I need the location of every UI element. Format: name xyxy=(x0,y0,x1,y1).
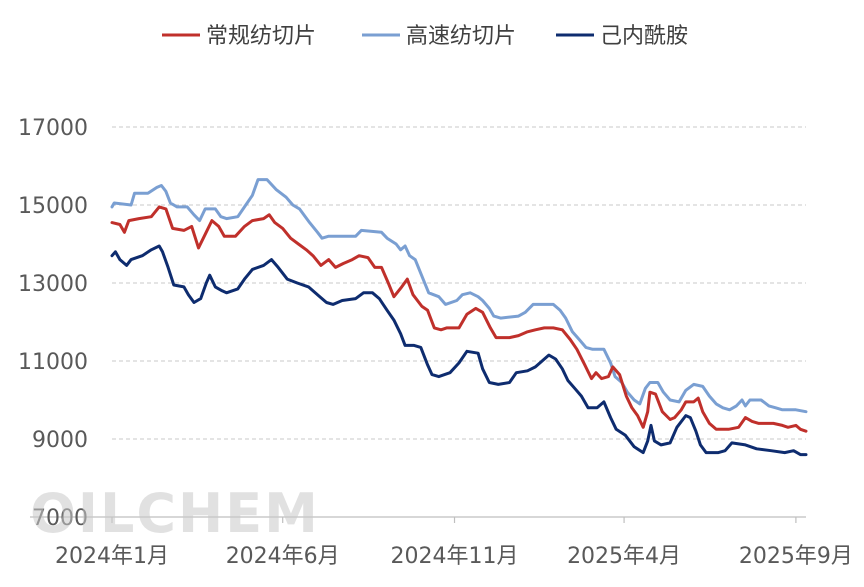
gridlines xyxy=(112,126,806,440)
x-tick-label: 2025年4月 xyxy=(567,544,681,569)
x-tick-label: 2024年11月 xyxy=(391,544,519,569)
y-tick-label: 17000 xyxy=(18,116,88,141)
legend-label-2: 己内酰胺 xyxy=(600,24,688,49)
y-tick-label: 9000 xyxy=(32,428,88,453)
x-axis xyxy=(30,516,806,523)
x-axis-tick-labels: 2024年1月 2024年6月 2024年11月 2025年4月 2025年9月 xyxy=(55,544,853,569)
x-tick-label: 2024年1月 xyxy=(55,544,169,569)
series-line-0 xyxy=(110,205,808,433)
watermark-logo: OILCHEM xyxy=(30,482,320,545)
series-line-2 xyxy=(110,244,808,457)
legend: 常规纺切片 高速纺切片 己内酰胺 xyxy=(162,24,688,49)
series-lines xyxy=(110,178,808,457)
series-line-1 xyxy=(110,178,808,414)
y-tick-label: 7000 xyxy=(32,506,88,531)
legend-label-1: 高速纺切片 xyxy=(406,24,516,49)
legend-label-0: 常规纺切片 xyxy=(206,24,316,49)
y-tick-label: 15000 xyxy=(18,194,88,219)
x-tick-label: 2025年9月 xyxy=(739,544,853,569)
y-tick-label: 13000 xyxy=(18,272,88,297)
y-axis-tick-labels: 7000 9000 11000 13000 15000 17000 xyxy=(18,116,88,531)
y-tick-label: 11000 xyxy=(18,350,88,375)
x-tick-label: 2024年6月 xyxy=(226,544,340,569)
